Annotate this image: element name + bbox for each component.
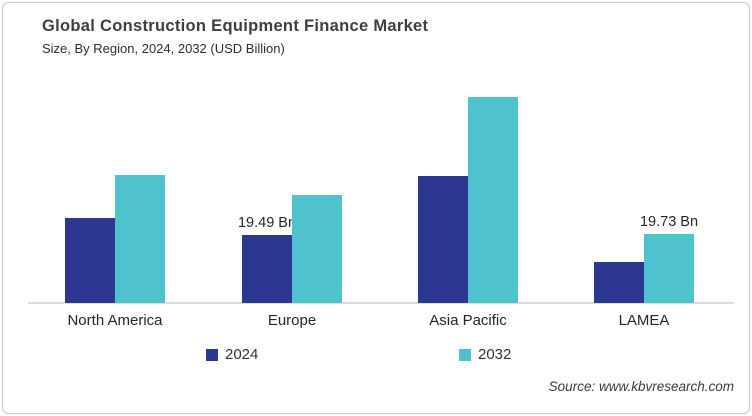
legend-item-2032: 2032 <box>459 346 511 363</box>
title-block: Global Construction Equipment Finance Ma… <box>42 17 428 56</box>
legend-swatch-2024 <box>206 348 218 361</box>
data-label-europe-2024: 19.49 Bn <box>237 215 297 231</box>
category-label-lamea: LAMEA <box>618 312 670 329</box>
x-axis-line <box>28 302 734 304</box>
bar-asia-pacific-2032 <box>468 97 518 303</box>
chart-legend: 2024 2032 <box>0 346 752 366</box>
bar-europe-2024 <box>242 235 292 303</box>
data-label-lamea-2032: 19.73 Bn <box>639 214 699 230</box>
bar-asia-pacific-2024 <box>418 176 468 303</box>
category-label-asia-pacific: Asia Pacific <box>429 312 507 329</box>
chart-title: Global Construction Equipment Finance Ma… <box>42 17 429 35</box>
category-label-north-america: North America <box>67 312 163 329</box>
legend-label-2024: 2024 <box>225 346 259 363</box>
source-note: Source: www.kbvresearch.com <box>548 379 734 394</box>
bar-europe-2032 <box>292 195 342 303</box>
legend-swatch-2032 <box>459 348 471 361</box>
bar-north-america-2032 <box>115 175 165 303</box>
legend-item-2024: 2024 <box>206 346 258 363</box>
bar-lamea-2024 <box>594 262 644 303</box>
bar-lamea-2032 <box>644 234 694 303</box>
legend-label-2032: 2032 <box>478 346 512 363</box>
chart-subtitle: Size, By Region, 2024, 2032 (USD Billion… <box>42 41 285 56</box>
bar-north-america-2024 <box>65 218 115 303</box>
category-label-europe: Europe <box>267 312 317 329</box>
